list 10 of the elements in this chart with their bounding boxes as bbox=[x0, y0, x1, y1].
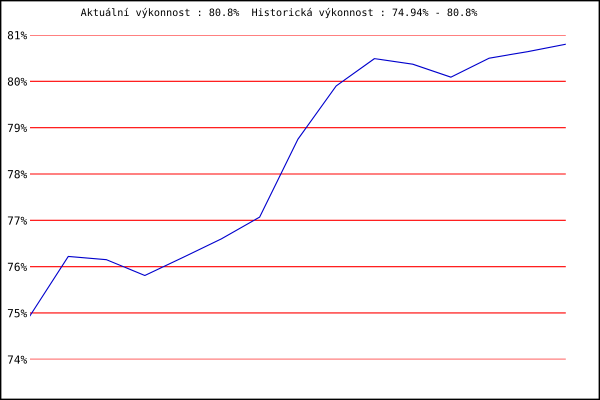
line-series bbox=[30, 44, 566, 316]
y-tick-label: 80% bbox=[8, 77, 28, 86]
chart-title: Aktuální výkonnost : 80.8% Historická výkonnost : 74.94% - 80.8% bbox=[80, 8, 478, 18]
y-tick-label: 79% bbox=[8, 124, 28, 132]
y-tick-label: 74% bbox=[8, 355, 28, 364]
y-tick-label: 75% bbox=[8, 309, 28, 318]
y-tick-label: 78% bbox=[8, 170, 28, 178]
y-tick-label: 77% bbox=[8, 216, 28, 225]
y-tick-label: 76% bbox=[8, 262, 28, 272]
y-tick-label: 81% bbox=[8, 31, 28, 40]
